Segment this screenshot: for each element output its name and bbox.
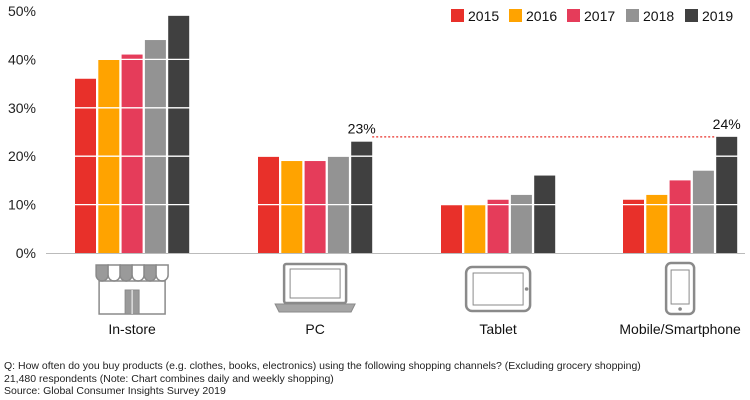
- bar-pc-2016: [281, 161, 303, 253]
- legend-swatch-2017: [567, 9, 580, 22]
- category-label-mobile-smartphone: Mobile/Smartphone: [619, 321, 741, 337]
- legend-swatch-2019: [685, 9, 698, 22]
- bar-tablet-2017: [487, 199, 509, 253]
- tablet-icon: [464, 265, 532, 313]
- y-tick-10: 10%: [8, 197, 36, 213]
- respondent-note: 21,480 respondents (Note: Chart combines…: [4, 372, 334, 385]
- laptop-icon: [274, 262, 356, 313]
- bar-tablet-2018: [510, 194, 532, 253]
- bar-mobile-smartphone-2016: [646, 194, 668, 253]
- bar-in-store-2018: [144, 40, 166, 253]
- smartphone-icon: [664, 261, 696, 316]
- bar-in-store-2017: [121, 54, 143, 254]
- source-note: Source: Global Consumer Insights Survey …: [4, 385, 226, 397]
- bar-pc-2017: [304, 161, 326, 253]
- bar-mobile-smartphone-2015: [623, 199, 644, 253]
- annotation-pc: 23%: [348, 121, 376, 137]
- chart-notes: Q: How often do you buy products (e.g. c…: [4, 360, 641, 398]
- legend-swatch-2016: [509, 9, 522, 22]
- legend-swatch-2015: [451, 9, 464, 22]
- category-icons: [95, 261, 696, 316]
- legend-label-2019: 2019: [702, 8, 733, 24]
- bar-mobile-smartphone-2019: [716, 136, 738, 253]
- y-tick-40: 40%: [8, 51, 36, 67]
- bar-in-store-2019: [168, 15, 190, 254]
- category-label-tablet: Tablet: [479, 321, 516, 337]
- legend: 2015 2016 2017 2018 2019: [451, 8, 733, 24]
- bar-tablet-2015: [441, 204, 462, 253]
- chart: 0%10%20%30%40%50% 23% 24% 2015 2016 2017 201…: [8, 3, 745, 337]
- bar-tablet-2019: [534, 175, 556, 253]
- category-label-in-store: In-store: [108, 321, 156, 337]
- bar-pc-2019: [351, 141, 373, 253]
- annotation-mobile-smartphone: 24%: [713, 116, 741, 132]
- storefront-icon: [95, 264, 169, 315]
- legend-label-2015: 2015: [468, 8, 499, 24]
- bar-in-store-2015: [75, 78, 96, 253]
- survey-question: Q: How often do you buy products (e.g. c…: [4, 360, 641, 372]
- y-tick-30: 30%: [8, 100, 36, 116]
- legend-label-2016: 2016: [526, 8, 557, 24]
- category-labels: In-store PC Tablet Mobile/Smartphone: [108, 321, 741, 337]
- y-tick-20: 20%: [8, 148, 36, 164]
- bar-mobile-smartphone-2017: [669, 180, 691, 253]
- y-tick-50: 50%: [8, 3, 36, 19]
- category-label-pc: PC: [305, 321, 324, 337]
- bar-tablet-2016: [464, 204, 486, 253]
- bars: [75, 15, 738, 254]
- y-axis-ticks: 0% 10% 20% 30% 40% 50%: [8, 3, 36, 261]
- bar-mobile-smartphone-2018: [692, 170, 714, 253]
- y-tick-0: 0%: [16, 245, 36, 261]
- gridlines: [46, 10, 745, 254]
- legend-swatch-2018: [626, 9, 639, 22]
- annotations: 23% 24%: [348, 116, 741, 138]
- legend-label-2017: 2017: [584, 8, 615, 24]
- legend-label-2018: 2018: [643, 8, 674, 24]
